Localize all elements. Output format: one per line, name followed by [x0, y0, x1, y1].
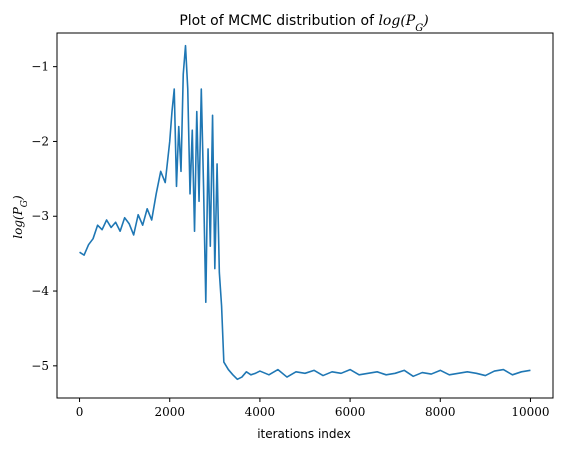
y-tick-label: −5: [31, 359, 49, 373]
x-tick-label: 6000: [335, 405, 366, 419]
x-tick-label: 8000: [425, 405, 456, 419]
y-axis-label-close: ): [11, 195, 25, 201]
y-tick-label: −1: [31, 60, 49, 74]
x-tick-label: 4000: [245, 405, 276, 419]
axes-frame: [56, 32, 554, 399]
plot-area: [79, 44, 531, 381]
x-tick-label: 0: [76, 405, 84, 419]
chart-title-prefix: Plot of MCMC distribution of: [179, 13, 378, 29]
y-axis-label: log(PG): [11, 195, 30, 239]
chart-title-math: log(P: [378, 13, 415, 29]
chart-title-math-close: ): [422, 13, 428, 29]
y-axis-label-math: log(P: [11, 206, 25, 238]
y-tick-label: −2: [31, 134, 49, 148]
y-axis-label-sub: G: [20, 200, 30, 207]
y-tick-label: −3: [31, 209, 49, 223]
x-axis: 0 2000 4000 6000 8000 10000: [76, 398, 550, 419]
chart-title-math-sub: G: [415, 23, 423, 34]
y-tick-label: −4: [31, 284, 49, 298]
y-axis: −5 −4 −3 −2 −1: [31, 60, 57, 373]
x-axis-label: iterations index: [257, 427, 351, 441]
x-tick-label: 10000: [511, 405, 549, 419]
chart-title: Plot of MCMC distribution of log(PG): [179, 13, 428, 34]
x-tick-label: 2000: [154, 405, 185, 419]
series-line-0: [79, 44, 531, 381]
